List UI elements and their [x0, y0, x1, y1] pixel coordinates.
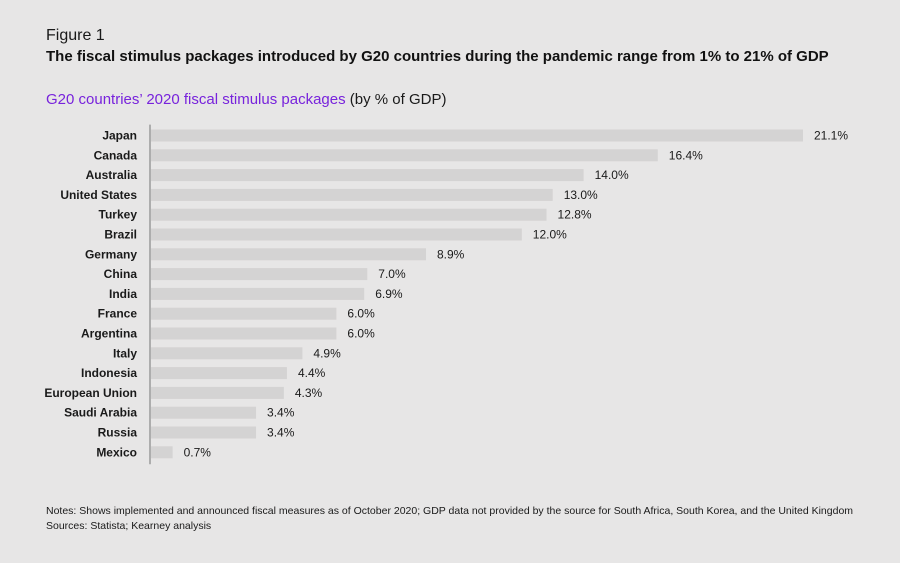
- bar-canada: [151, 149, 658, 162]
- value-label: 4.4%: [298, 366, 326, 380]
- chart-title-main: G20 countries’ 2020 fiscal stimulus pack…: [46, 91, 346, 108]
- value-label: 21.1%: [814, 129, 848, 143]
- category-label: Japan: [102, 129, 137, 143]
- category-label: France: [98, 307, 138, 321]
- value-label: 6.0%: [347, 307, 375, 321]
- bar-australia: [151, 169, 584, 182]
- category-label: Brazil: [104, 228, 137, 242]
- bar-china: [151, 268, 368, 281]
- value-label: 0.7%: [184, 445, 212, 459]
- bar-united-states: [151, 188, 553, 201]
- category-label: Russia: [98, 426, 138, 440]
- value-label: 3.4%: [267, 406, 295, 420]
- value-label: 12.0%: [533, 228, 567, 242]
- category-label: Mexico: [96, 445, 137, 459]
- category-label: Saudi Arabia: [64, 406, 137, 420]
- category-label: Australia: [86, 168, 138, 182]
- value-label: 4.9%: [313, 346, 341, 360]
- bar-european-union: [151, 386, 284, 399]
- chart-title-unit: (by % of GDP): [345, 91, 447, 108]
- figure-label: Figure 1: [46, 27, 105, 44]
- value-label: 8.9%: [437, 247, 465, 261]
- category-label: Germany: [85, 247, 137, 261]
- category-label: Turkey: [99, 208, 138, 222]
- chart-notes: Notes: Shows implemented and announced f…: [46, 504, 853, 534]
- chart-title: G20 countries’ 2020 fiscal stimulus pack…: [46, 91, 446, 108]
- sources-text: Sources: Statista; Kearney analysis: [46, 520, 212, 532]
- category-label: Indonesia: [81, 366, 137, 380]
- notes-text: Notes: Shows implemented and announced f…: [46, 505, 854, 517]
- category-label: United States: [60, 188, 137, 202]
- bar-india: [151, 287, 365, 300]
- bar-argentina: [151, 327, 337, 340]
- category-label: European Union: [44, 386, 137, 400]
- value-label: 12.8%: [558, 208, 592, 222]
- category-label: India: [109, 287, 137, 301]
- value-label: 7.0%: [378, 267, 406, 281]
- bar-saudi-arabia: [151, 406, 257, 419]
- category-label: Canada: [94, 148, 138, 162]
- figure-headline: The fiscal stimulus packages introduced …: [46, 48, 829, 65]
- bar-mexico: [151, 446, 173, 459]
- category-label: China: [104, 267, 138, 281]
- bar-germany: [151, 248, 427, 261]
- bar-russia: [151, 426, 257, 439]
- category-label: Argentina: [81, 327, 137, 341]
- value-label: 6.9%: [375, 287, 403, 301]
- category-label: Italy: [113, 346, 137, 360]
- bar-indonesia: [151, 367, 287, 380]
- value-label: 3.4%: [267, 426, 295, 440]
- bar-italy: [151, 347, 303, 360]
- bar-france: [151, 307, 337, 320]
- value-label: 13.0%: [564, 188, 598, 202]
- value-label: 6.0%: [347, 327, 375, 341]
- value-label: 16.4%: [669, 148, 703, 162]
- value-label: 14.0%: [595, 168, 629, 182]
- bar-brazil: [151, 228, 522, 241]
- bar-turkey: [151, 208, 547, 221]
- value-label: 4.3%: [295, 386, 323, 400]
- bar-japan: [151, 129, 803, 142]
